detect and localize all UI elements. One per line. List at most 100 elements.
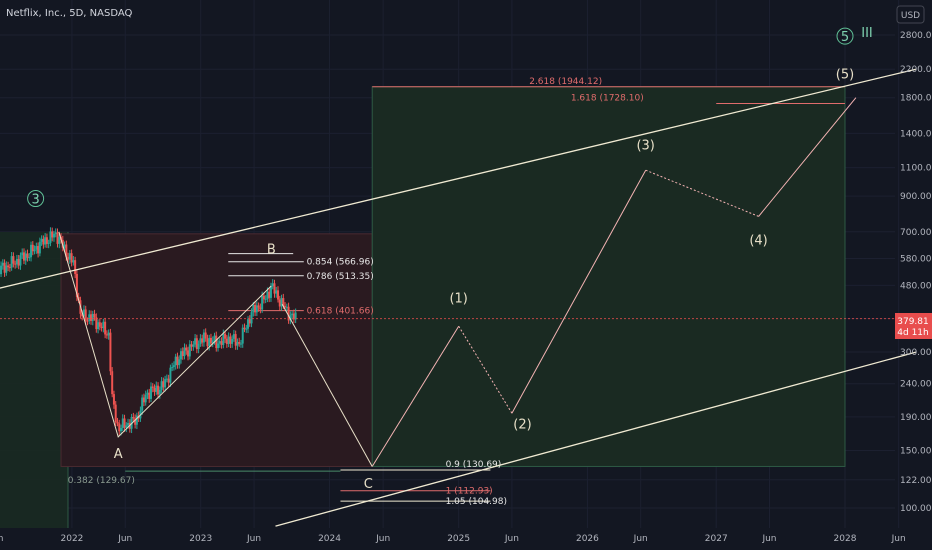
circled-wave-label: 5 bbox=[841, 30, 849, 45]
candle-body bbox=[121, 418, 124, 429]
x-tick-label: 2023 bbox=[189, 534, 212, 544]
candle-body bbox=[112, 394, 115, 405]
candle-body bbox=[181, 351, 184, 357]
candle-body bbox=[188, 344, 191, 357]
candle-body bbox=[116, 422, 119, 424]
candle-body bbox=[10, 256, 13, 268]
candle-body bbox=[285, 306, 288, 308]
candle-body bbox=[155, 385, 158, 392]
y-tick-label: 580.00 bbox=[900, 254, 932, 264]
candle-body bbox=[250, 312, 253, 324]
candle-body bbox=[44, 237, 47, 245]
y-tick-label: 122.00 bbox=[900, 476, 932, 486]
axes-layer: 2800.00 2200.00 1800.00 1400.00 1100.00 900.0… bbox=[0, 31, 932, 544]
y-tick-label: 480.00 bbox=[900, 281, 932, 291]
y-tick-label: 190.00 bbox=[900, 413, 932, 423]
candle-body bbox=[291, 313, 294, 316]
x-tick-label: Jun bbox=[504, 534, 519, 544]
circled-wave-ring bbox=[27, 190, 45, 208]
projection-segment bbox=[511, 169, 647, 414]
candle-body bbox=[3, 262, 6, 273]
y-tick-label: 700.00 bbox=[900, 228, 932, 238]
candle-body bbox=[208, 337, 211, 347]
candle-body bbox=[255, 305, 258, 313]
candle-body bbox=[275, 290, 278, 294]
candle-body bbox=[259, 307, 262, 310]
candle-body bbox=[202, 332, 205, 343]
fib-support-label: 1.05 (104.98) bbox=[446, 497, 507, 507]
wave-label: (5) bbox=[836, 68, 854, 83]
candle-body bbox=[172, 365, 175, 367]
candle-body bbox=[5, 265, 8, 273]
candle-body bbox=[12, 256, 15, 264]
candle-body bbox=[24, 253, 27, 261]
candle-body bbox=[153, 387, 156, 392]
candle-body bbox=[167, 378, 170, 383]
candle-body bbox=[229, 336, 232, 344]
candle-body bbox=[194, 338, 197, 345]
currency-button[interactable]: USD bbox=[896, 5, 925, 24]
candle-body bbox=[273, 283, 276, 294]
candle-body bbox=[209, 337, 212, 344]
candle-body bbox=[98, 322, 101, 327]
candle-body bbox=[178, 359, 181, 366]
candle-body bbox=[14, 263, 17, 265]
candle-body bbox=[252, 304, 255, 313]
y-tick-label: 2200.00 bbox=[900, 65, 932, 75]
candle-body bbox=[190, 344, 193, 347]
fib-support-label: 1 (112.93) bbox=[446, 487, 493, 497]
fib-retracement-label: 0.786 (513.35) bbox=[307, 272, 374, 282]
candle-body bbox=[114, 404, 117, 423]
x-tick-label: 2026 bbox=[576, 534, 599, 544]
candle-body bbox=[247, 319, 250, 329]
candle-body bbox=[213, 335, 216, 341]
candle-body bbox=[0, 265, 3, 275]
candle-body bbox=[222, 333, 225, 345]
wave-label: C bbox=[364, 477, 373, 492]
candle-body bbox=[35, 246, 38, 250]
candle-body bbox=[102, 321, 105, 329]
x-tick-label: 2025 bbox=[447, 534, 470, 544]
candle-body bbox=[65, 244, 68, 257]
candle-body bbox=[241, 327, 244, 344]
projection-segment bbox=[758, 97, 857, 217]
candle-body bbox=[236, 341, 239, 346]
channel-upper-line bbox=[0, 68, 917, 289]
candle-body bbox=[201, 338, 204, 343]
candle-body bbox=[90, 314, 93, 321]
candle-body bbox=[84, 309, 87, 321]
candle-body bbox=[72, 260, 75, 263]
y-tick-label: 900.00 bbox=[900, 192, 932, 202]
candle-body bbox=[269, 286, 272, 298]
candle-body bbox=[262, 295, 265, 300]
candle-body bbox=[130, 416, 133, 429]
candle-body bbox=[105, 334, 108, 336]
y-tick-label: 1800.00 bbox=[900, 94, 932, 104]
candle-body bbox=[22, 252, 25, 261]
x-tick-label: Jun bbox=[375, 534, 390, 544]
candle-body bbox=[218, 341, 221, 344]
fib-extension-label: 2.618 (1944.12) bbox=[529, 77, 602, 87]
candle-body bbox=[38, 241, 41, 254]
x-tick-label: Jun bbox=[117, 534, 132, 544]
candle-body bbox=[245, 328, 248, 330]
y-tick-label: 240.00 bbox=[900, 380, 932, 390]
candle-body bbox=[49, 231, 52, 243]
candle-body bbox=[183, 347, 186, 357]
candle-body bbox=[47, 242, 50, 244]
candle-body bbox=[148, 392, 151, 399]
x-tick-label: Jun bbox=[0, 534, 3, 544]
candle-body bbox=[169, 367, 172, 383]
y-tick-label: 100.00 bbox=[900, 504, 932, 514]
circled-wave-label: 3 bbox=[31, 193, 39, 208]
candle-body bbox=[109, 332, 112, 372]
y-tick-label: 300.00 bbox=[900, 348, 932, 358]
candle-body bbox=[171, 366, 174, 368]
candle-body bbox=[232, 334, 235, 339]
candle-body bbox=[68, 253, 71, 260]
candle-body bbox=[8, 267, 11, 269]
candle-body bbox=[278, 299, 281, 307]
bar-countdown-label: 4d 11h bbox=[897, 328, 928, 338]
x-tick-label: Jun bbox=[761, 534, 776, 544]
